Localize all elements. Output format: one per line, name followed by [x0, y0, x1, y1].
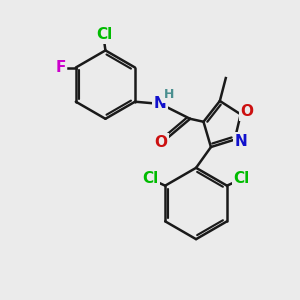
Text: N: N — [235, 134, 247, 148]
Text: N: N — [154, 96, 167, 111]
Text: O: O — [154, 135, 167, 150]
Text: Cl: Cl — [142, 171, 158, 186]
Text: F: F — [55, 60, 65, 75]
Text: Cl: Cl — [96, 28, 112, 43]
Text: H: H — [164, 88, 174, 101]
Text: O: O — [241, 104, 254, 119]
Text: Cl: Cl — [234, 171, 250, 186]
